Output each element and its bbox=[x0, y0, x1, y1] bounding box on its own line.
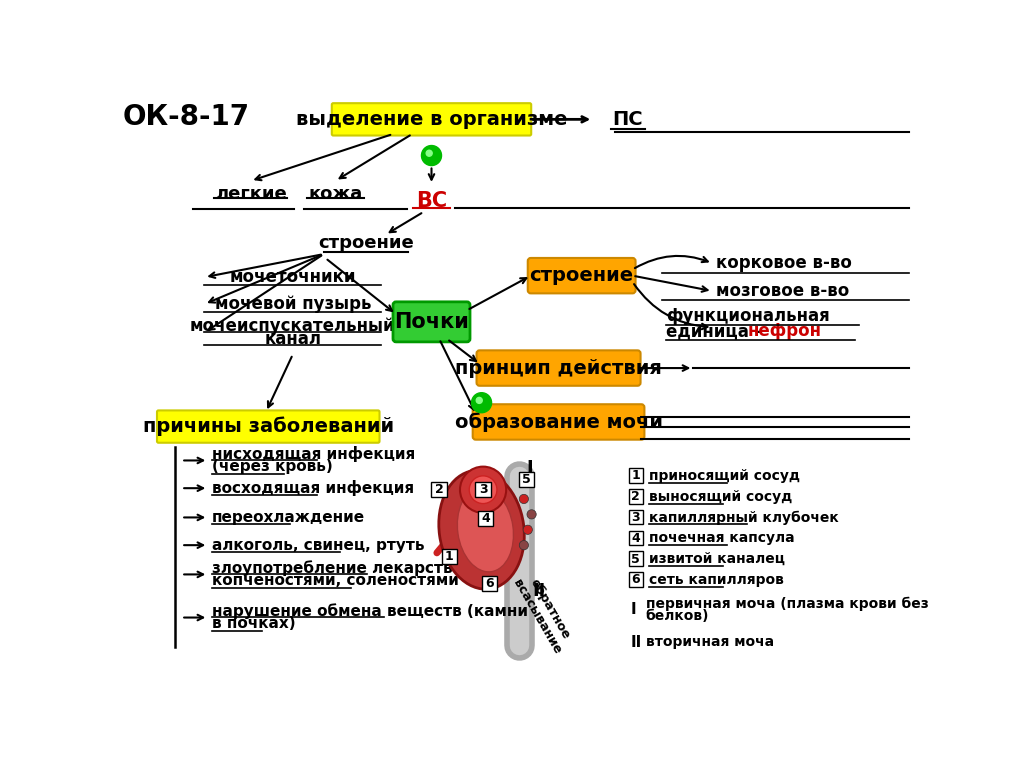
Text: 2: 2 bbox=[631, 490, 640, 503]
Text: принцип действия: принцип действия bbox=[455, 359, 662, 377]
Text: легкие: легкие bbox=[215, 185, 286, 203]
Text: вторичная моча: вторичная моча bbox=[645, 635, 774, 649]
Text: 4: 4 bbox=[481, 512, 490, 524]
Text: копченостями, соленостями: копченостями, соленостями bbox=[212, 573, 459, 588]
Text: нисходящая инфекция: нисходящая инфекция bbox=[212, 447, 416, 462]
Text: 3: 3 bbox=[631, 511, 640, 524]
FancyBboxPatch shape bbox=[519, 472, 534, 487]
Circle shape bbox=[520, 541, 529, 550]
Circle shape bbox=[469, 476, 497, 504]
Text: переохлаждение: переохлаждение bbox=[212, 510, 365, 525]
Text: 2: 2 bbox=[435, 484, 443, 496]
Text: 3: 3 bbox=[478, 484, 488, 496]
Text: причины заболеваний: причины заболеваний bbox=[143, 417, 394, 437]
Circle shape bbox=[527, 510, 536, 519]
Text: II: II bbox=[630, 634, 641, 650]
Text: 5: 5 bbox=[631, 553, 640, 565]
Text: канал: канал bbox=[264, 330, 321, 348]
Circle shape bbox=[476, 397, 483, 403]
FancyBboxPatch shape bbox=[157, 410, 380, 443]
Text: алкоголь, свинец, ртуть: алкоголь, свинец, ртуть bbox=[212, 537, 425, 553]
Circle shape bbox=[460, 467, 506, 513]
Text: кожа: кожа bbox=[308, 185, 362, 203]
Text: I: I bbox=[526, 459, 533, 477]
Text: злоупотребление лекарствами,: злоупотребление лекарствами, bbox=[212, 561, 492, 576]
Ellipse shape bbox=[438, 470, 525, 589]
Text: извитой каналец: извитой каналец bbox=[648, 552, 785, 566]
Ellipse shape bbox=[457, 487, 513, 572]
Circle shape bbox=[422, 146, 441, 166]
Text: приносящий сосуд: приносящий сосуд bbox=[648, 469, 800, 483]
FancyBboxPatch shape bbox=[629, 468, 643, 483]
Text: почечная капсула: почечная капсула bbox=[648, 531, 794, 545]
Text: мочеточники: мочеточники bbox=[229, 268, 356, 286]
Text: мозговое в-во: мозговое в-во bbox=[716, 282, 850, 300]
Text: ВС: ВС bbox=[416, 191, 447, 211]
Text: функциональная: функциональная bbox=[667, 306, 830, 325]
Text: первичная моча (плазма крови без: первичная моча (плазма крови без bbox=[645, 597, 928, 611]
FancyBboxPatch shape bbox=[431, 482, 447, 497]
FancyBboxPatch shape bbox=[482, 576, 497, 591]
FancyBboxPatch shape bbox=[331, 103, 531, 136]
FancyBboxPatch shape bbox=[476, 350, 640, 386]
Circle shape bbox=[471, 393, 492, 413]
Text: сеть капилляров: сеть капилляров bbox=[648, 573, 783, 587]
Text: ПС: ПС bbox=[612, 110, 643, 129]
FancyBboxPatch shape bbox=[629, 531, 643, 545]
Text: обратное
всасывание: обратное всасывание bbox=[510, 570, 576, 656]
Text: корковое в-во: корковое в-во bbox=[716, 254, 852, 273]
Text: капиллярный клубочек: капиллярный клубочек bbox=[648, 511, 839, 524]
Text: 4: 4 bbox=[631, 532, 640, 544]
Circle shape bbox=[523, 525, 532, 534]
Text: строение: строение bbox=[530, 266, 634, 285]
FancyBboxPatch shape bbox=[477, 511, 493, 526]
FancyBboxPatch shape bbox=[475, 482, 491, 497]
Text: II: II bbox=[533, 582, 546, 601]
Text: нефрон: нефрон bbox=[747, 322, 821, 340]
Circle shape bbox=[426, 150, 432, 156]
Text: 1: 1 bbox=[631, 470, 640, 482]
FancyBboxPatch shape bbox=[441, 549, 457, 564]
Text: единица -: единица - bbox=[667, 322, 768, 340]
Text: выносящий сосуд: выносящий сосуд bbox=[648, 490, 792, 504]
FancyBboxPatch shape bbox=[528, 258, 636, 293]
Text: образование мочи: образование мочи bbox=[455, 412, 663, 432]
Text: мочевой пузырь: мочевой пузырь bbox=[215, 295, 371, 313]
FancyBboxPatch shape bbox=[393, 302, 470, 342]
Text: 5: 5 bbox=[522, 474, 531, 486]
Text: 6: 6 bbox=[631, 574, 640, 586]
Text: 1: 1 bbox=[445, 551, 454, 563]
Text: восходящая инфекция: восходящая инфекция bbox=[212, 480, 414, 496]
Text: (через кровь): (через кровь) bbox=[212, 459, 332, 474]
Text: 6: 6 bbox=[485, 578, 494, 590]
FancyBboxPatch shape bbox=[629, 489, 643, 504]
Text: строение: строение bbox=[318, 233, 414, 252]
Text: I: I bbox=[630, 602, 636, 618]
Circle shape bbox=[520, 494, 529, 504]
FancyBboxPatch shape bbox=[629, 572, 643, 587]
Text: мочеиспускательный: мочеиспускательный bbox=[190, 317, 396, 336]
Text: в почках): в почках) bbox=[212, 616, 295, 631]
Text: ОК-8-17: ОК-8-17 bbox=[123, 103, 250, 131]
Text: Почки: Почки bbox=[394, 312, 469, 332]
FancyBboxPatch shape bbox=[472, 404, 644, 440]
FancyBboxPatch shape bbox=[629, 510, 643, 524]
Text: белков): белков) bbox=[645, 609, 709, 623]
Text: выделение в организме: выделение в организме bbox=[295, 110, 567, 129]
FancyBboxPatch shape bbox=[629, 551, 643, 566]
Text: нарушение обмена веществ (камни: нарушение обмена веществ (камни bbox=[212, 604, 528, 619]
